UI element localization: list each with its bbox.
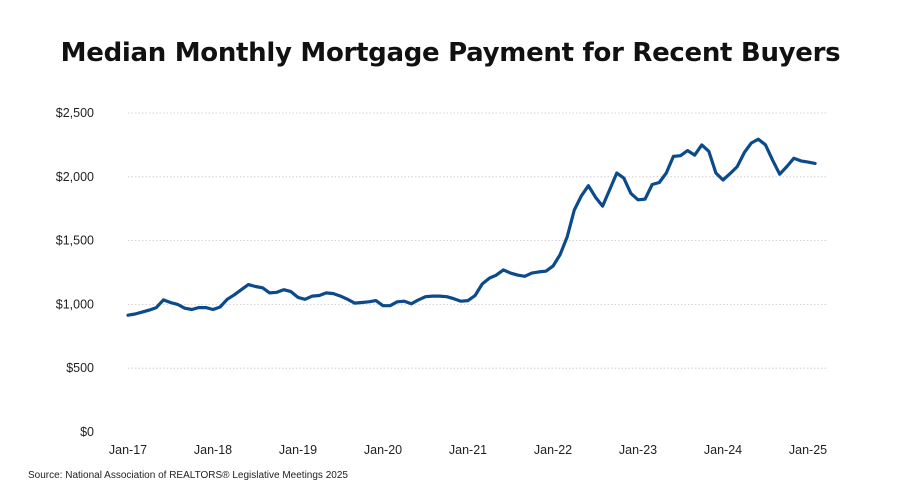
x-tick-label: Jan-20 [364, 443, 402, 457]
x-tick-label: Jan-23 [619, 443, 657, 457]
y-tick-label: $1,000 [56, 297, 94, 311]
y-tick-label: $500 [66, 361, 94, 375]
y-axis-tick-labels: $0 $500 $1,000 $1,500 $2,000 $2,500 [56, 106, 94, 439]
chart-title: Median Monthly Mortgage Payment for Rece… [60, 38, 841, 68]
y-tick-label: $0 [80, 425, 94, 439]
x-tick-label: Jan-17 [109, 443, 147, 457]
x-tick-label: Jan-19 [279, 443, 317, 457]
y-tick-label: $2,500 [56, 106, 94, 120]
y-tick-label: $2,000 [56, 170, 94, 184]
x-tick-label: Jan-18 [194, 443, 232, 457]
x-tick-label: Jan-25 [789, 443, 827, 457]
x-axis-tick-labels: Jan-17 Jan-18 Jan-19 Jan-20 Jan-21 Jan-22 Jan-… [109, 443, 827, 457]
x-tick-label: Jan-22 [534, 443, 572, 457]
series-line [126, 137, 817, 317]
y-tick-label: $1,500 [56, 234, 94, 248]
gridlines [128, 112, 826, 369]
x-tick-label: Jan-21 [449, 443, 487, 457]
x-tick-label: Jan-24 [704, 443, 742, 457]
source-note: Source: National Association of REALTORS… [28, 470, 348, 481]
